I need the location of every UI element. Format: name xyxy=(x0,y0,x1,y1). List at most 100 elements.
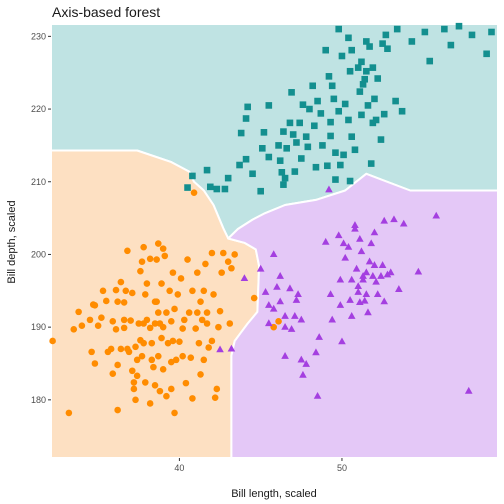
circle-point xyxy=(117,278,125,286)
circle-point xyxy=(224,258,232,266)
circle-point xyxy=(99,287,107,295)
triangle-point xyxy=(356,234,364,242)
circle-point xyxy=(156,387,164,395)
circle-point xyxy=(169,337,177,345)
circle-point xyxy=(125,348,133,356)
circle-point xyxy=(104,348,112,356)
triangle-point xyxy=(281,322,289,330)
circle-point xyxy=(208,337,216,345)
circle-point xyxy=(161,252,169,260)
circle-point xyxy=(174,291,182,298)
triangle-point xyxy=(362,290,371,298)
square-point xyxy=(468,31,476,39)
triangle-point xyxy=(380,216,389,224)
circle-point xyxy=(138,258,146,266)
square-point xyxy=(421,28,429,36)
square-point xyxy=(236,161,243,169)
triangle-point xyxy=(292,296,301,303)
triangle-point xyxy=(336,275,345,283)
square-point xyxy=(306,105,313,113)
triangle-point xyxy=(321,237,330,245)
circle-point xyxy=(114,406,121,414)
square-point xyxy=(392,97,399,105)
square-point xyxy=(314,97,321,105)
square-point xyxy=(354,64,362,71)
square-point xyxy=(280,128,287,135)
square-point xyxy=(348,46,356,54)
circle-point xyxy=(200,356,208,364)
square-point xyxy=(426,57,434,65)
square-point xyxy=(327,118,334,126)
square-point xyxy=(361,75,369,83)
circle-point xyxy=(203,320,211,327)
square-point xyxy=(337,161,344,169)
square-point xyxy=(455,22,463,30)
circle-point xyxy=(171,409,178,417)
triangle-point xyxy=(352,264,361,272)
circle-point xyxy=(197,371,204,378)
triangle-point xyxy=(367,239,376,247)
circle-point xyxy=(189,287,196,295)
circle-point xyxy=(192,325,199,332)
triangle-point xyxy=(380,297,389,305)
circle-point xyxy=(213,385,221,393)
square-point xyxy=(325,73,333,80)
triangle-point xyxy=(302,360,310,367)
circle-point xyxy=(151,298,159,306)
square-point xyxy=(393,25,401,33)
square-point xyxy=(281,174,289,182)
circle-point xyxy=(211,394,219,401)
circle-point xyxy=(154,240,162,247)
circle-point xyxy=(75,308,82,316)
square-point xyxy=(398,107,406,115)
circle-point xyxy=(171,305,178,313)
circle-point xyxy=(228,264,235,272)
circle-point xyxy=(120,299,128,306)
circle-point xyxy=(98,314,105,321)
triangle-point xyxy=(373,290,382,298)
square-point xyxy=(371,95,378,103)
circle-point xyxy=(86,316,94,324)
square-point xyxy=(242,155,250,163)
square-point xyxy=(330,95,338,103)
square-point xyxy=(327,132,334,140)
circle-point xyxy=(179,325,186,332)
square-point xyxy=(358,58,365,66)
triangle-point xyxy=(328,315,337,323)
circle-point xyxy=(88,348,95,356)
circle-point xyxy=(167,385,175,393)
circle-point xyxy=(159,366,167,373)
triangle-point xyxy=(240,274,249,282)
circle-point xyxy=(231,251,238,258)
y-tick-label: 210 xyxy=(31,177,46,187)
square-point xyxy=(380,110,388,118)
circle-point xyxy=(193,269,201,276)
circle-point xyxy=(169,269,177,276)
square-point xyxy=(324,162,331,170)
x-axis-label: Bill length, scaled xyxy=(231,488,317,500)
circle-point xyxy=(120,324,128,332)
triangle-point xyxy=(347,312,356,319)
square-point xyxy=(384,45,391,53)
data-points xyxy=(49,22,495,417)
circle-point xyxy=(200,287,208,295)
circle-point xyxy=(177,275,185,282)
circle-point xyxy=(91,302,99,309)
triangle-point xyxy=(359,272,367,279)
triangle-point xyxy=(378,261,387,268)
triangle-point xyxy=(269,250,278,258)
y-tick-label: 190 xyxy=(31,322,46,332)
circle-point xyxy=(275,318,282,325)
circle-point xyxy=(133,372,141,380)
circle-point xyxy=(166,287,173,295)
square-point xyxy=(377,136,385,143)
square-point xyxy=(280,181,287,188)
triangle-point xyxy=(286,284,294,292)
square-point xyxy=(363,67,370,75)
circle-point xyxy=(215,323,222,331)
circle-point xyxy=(167,318,175,325)
circle-point xyxy=(218,269,225,276)
circle-point xyxy=(133,356,141,364)
square-point xyxy=(298,155,305,162)
square-point xyxy=(372,116,380,124)
